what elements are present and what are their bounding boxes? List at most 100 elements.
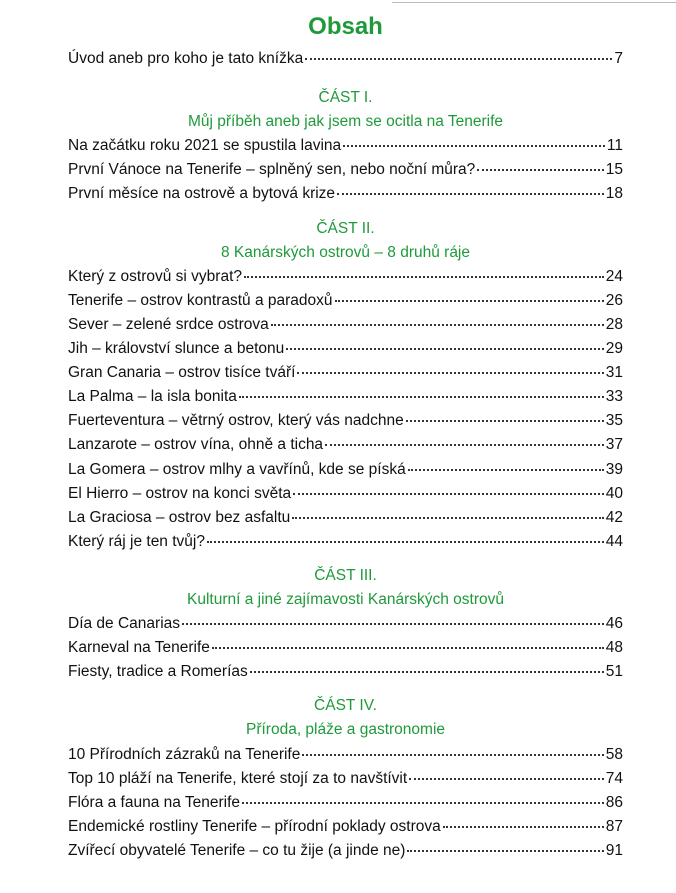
page-number: 40 [605,484,623,502]
dot-leader [292,516,604,519]
dot-leader [407,849,604,852]
toc-entry: Který z ostrovů si vybrat? 24 [68,265,623,289]
toc-entry: La Graciosa – ostrov bez asfaltu 42 [68,506,623,530]
toc-entry: La Gomera – ostrov mlhy a vavřínů, kde s… [68,458,623,482]
page-number: 58 [605,745,623,763]
dot-leader [325,444,604,447]
entry-title: Sever – zelené srdce ostrova [68,315,269,333]
entry-title: 10 Přírodních zázraků na Tenerife [68,745,301,763]
toc-entry: Flóra a fauna na Tenerife 86 [68,791,623,815]
page-number: 86 [605,793,623,811]
toc-entry: První Vánoce na Tenerife – splněný sen, … [68,158,623,182]
page-number: 87 [605,817,623,835]
entry-title: První měsíce na ostrově a bytová krize [68,185,336,203]
toc-entry: Jih – království slunce a betonu 29 [68,337,623,361]
page-number: 29 [605,340,623,358]
part-heading: ČÁST II. [316,219,375,237]
entry-title: Tenerife – ostrov kontrastů a paradoxů [68,291,333,309]
entry-title: El Hierro – ostrov na konci světa [68,484,292,502]
page-number: 48 [605,639,623,657]
page-number: 51 [605,663,623,681]
page-number: 7 [614,50,623,67]
page-number: 46 [605,615,623,633]
entry-title: La Palma – la isla bonita [68,388,237,406]
part-heading: ČÁST I. [318,89,373,107]
page-number: 39 [605,460,623,478]
toc-entry: Endemické rostliny Tenerife – přírodní p… [68,815,623,839]
page-number: 35 [605,412,623,430]
page-number: 44 [605,532,623,550]
part-subtitle: Můj příběh aneb jak jsem se ocitla na Te… [187,113,504,131]
toc-entry: Karneval na Tenerife 48 [68,636,623,660]
entry-title: La Gomera – ostrov mlhy a vavřínů, kde s… [68,460,406,478]
entry-title: Gran Canaria – ostrov tisíce tváří [68,364,296,382]
dot-leader [242,801,604,804]
dot-leader [249,671,604,674]
dot-leader [270,323,604,326]
entry-title: Jih – království slunce a betonu [68,340,285,358]
part-section: ČÁST I. Můj příběh aneb jak jsem se ocitl… [68,86,623,206]
toc-entry: První měsíce na ostrově a bytová krize 18 [68,182,623,206]
part-heading: ČÁST III. [314,566,377,584]
dot-leader [302,753,604,756]
page-number: 33 [605,388,623,406]
entry-title: Který z ostrovů si vybrat? [68,267,243,285]
toc-entry: Top 10 pláží na Tenerife, které stojí za… [68,767,623,791]
page-number: 91 [605,841,623,859]
dot-leader [334,299,604,302]
entry-title: Úvod aneb pro koho je tato knížka [68,50,304,67]
toc-entry: Úvod aneb pro koho je tato knížka 7 [68,47,623,71]
dot-leader [442,825,604,828]
entry-title: Zvířecí obyvatelé Tenerife – co tu žije … [68,841,406,859]
dot-leader [409,777,604,780]
toc-entry: 10 Přírodních zázraků na Tenerife 58 [68,743,623,767]
dot-leader [206,540,604,543]
contents: Obsah Úvod aneb pro koho je tato knížka 7… [68,7,623,863]
page-number: 28 [605,315,623,333]
toc-entry: Tenerife – ostrov kontrastů a paradoxů 26 [68,289,623,313]
toc-entry: El Hierro – ostrov na konci světa 40 [68,482,623,506]
entry-title: Karneval na Tenerife [68,639,210,657]
entry-title: La Graciosa – ostrov bez asfaltu [68,508,291,526]
dot-leader [293,492,604,495]
page-number: 42 [605,508,623,526]
toc-entry: Lanzarote – ostrov vína, ohně a ticha 37 [68,433,623,457]
page-number: 15 [605,161,623,179]
toc-entry: La Palma – la isla bonita 33 [68,385,623,409]
dot-leader [477,169,604,172]
part-heading: ČÁST IV. [314,697,377,715]
part-section: ČÁST II. 8 Kanárských ostrovů – 8 druhů r… [68,217,623,554]
title: Obsah [308,13,383,40]
toc-entry: Gran Canaria – ostrov tisíce tváří 31 [68,361,623,385]
page-number: 31 [605,364,623,382]
entry-title: Endemické rostliny Tenerife – přírodní p… [68,817,441,835]
dot-leader [407,468,604,471]
page-number: 26 [605,291,623,309]
dot-leader [238,396,604,399]
dot-leader [337,193,604,196]
entry-title: Flóra a fauna na Tenerife [68,793,241,811]
toc-entry: Fuerteventura – větrný ostrov, který vás… [68,409,623,433]
entry-title: Top 10 pláží na Tenerife, které stojí za… [68,769,408,787]
toc-entry: Na začátku roku 2021 se spustila lavina 1… [68,134,623,158]
part-subtitle: Kulturní a jiné zajímavosti Kanárských o… [186,590,505,608]
entry-title: Který ráj je ten tvůj? [68,532,205,550]
part-section: ČÁST III. Kulturní a jiné zajímavosti Kan… [68,564,623,684]
entry-title: Fiesty, tradice a Romerías [68,663,248,681]
part-subtitle: Příroda, pláže a gastronomie [245,721,446,739]
dot-leader [405,420,604,423]
part-section: ČÁST IV. Příroda, pláže a gastronomie 10 P… [68,694,623,863]
dot-leader [244,275,604,278]
page-number: 74 [605,769,623,787]
entry-title: Fuerteventura – větrný ostrov, který vás… [68,412,404,430]
dot-leader [211,647,604,650]
dot-leader [286,348,604,351]
page-number: 11 [606,137,623,155]
toc-entry: Día de Canarias 46 [68,612,623,636]
part-subtitle: 8 Kanárských ostrovů – 8 druhů ráje [221,243,470,261]
dot-leader [297,372,604,375]
dot-leader [343,145,605,148]
dot-leader [182,623,604,626]
dot-leader [305,58,613,60]
toc-entry: Sever – zelené srdce ostrova 28 [68,313,623,337]
